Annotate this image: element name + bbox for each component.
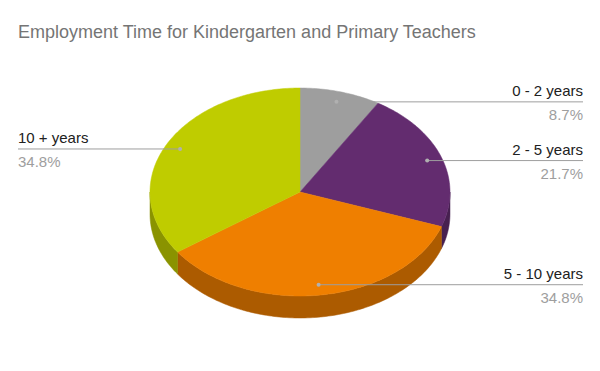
pie-slice [150, 88, 300, 252]
chart-canvas: Employment Time for Kindergarten and Pri… [0, 0, 600, 371]
category-label: 10 + years [18, 129, 88, 146]
leader-dot [425, 159, 429, 163]
value-label: 8.7% [549, 106, 583, 123]
pie-tops [150, 88, 450, 296]
data-labels: 0 - 2 years 8.7% 2 - 5 years 21.7% 5 - 10 ye… [18, 82, 583, 306]
value-label: 21.7% [540, 165, 583, 182]
leader-line [319, 284, 583, 285]
leader-line [336, 101, 583, 102]
leader-dot [317, 283, 321, 287]
value-label: 34.8% [540, 289, 583, 306]
category-label: 0 - 2 years [512, 82, 583, 99]
value-label: 34.8% [18, 153, 61, 170]
chart-title: Employment Time for Kindergarten and Pri… [18, 22, 476, 42]
leader-dot [334, 100, 338, 104]
leader-line [18, 148, 180, 149]
leader-dot [178, 147, 182, 151]
leader-line [427, 160, 583, 161]
category-label: 5 - 10 years [504, 265, 583, 282]
category-label: 2 - 5 years [512, 141, 583, 158]
